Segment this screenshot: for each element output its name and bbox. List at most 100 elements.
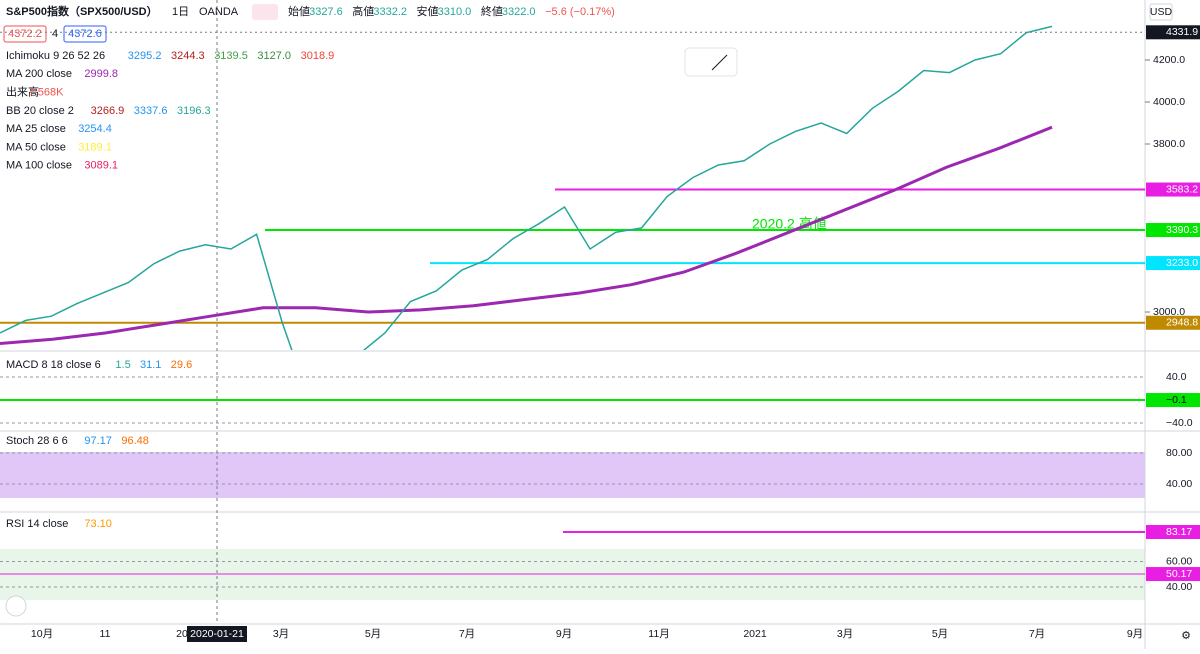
trend-tool-icon[interactable] (711, 54, 728, 71)
last-price-bg (1146, 25, 1200, 40)
indicator-value: 3266.9 (91, 105, 125, 117)
time-label: 11 (100, 628, 111, 640)
level-label-bg (1146, 567, 1200, 582)
indicator-value: 3189.1 (78, 141, 112, 153)
price-tick-label: 3800.0 (1153, 138, 1185, 150)
indicator-value: 3244.3 (171, 50, 205, 62)
annotation: 2020.2 高値 (752, 216, 827, 232)
time-label: 9月 (1127, 628, 1143, 640)
level-label-bg (1146, 223, 1200, 238)
level-label: 3390.3 (1166, 224, 1198, 236)
tick-label: −40.0 (1166, 417, 1193, 429)
source: OANDA (199, 6, 239, 18)
tick-label: 40.0 (1166, 371, 1187, 383)
level-label: 3583.2 (1166, 183, 1198, 195)
level-label: 3233.0 (1166, 257, 1198, 269)
ohlc-label: 高値 (352, 4, 374, 18)
indicator-value: 2999.8 (84, 68, 118, 80)
buy-box[interactable] (63, 25, 107, 43)
sell-box[interactable] (3, 25, 47, 43)
stoch-title: Stoch 28 6 6 (6, 435, 68, 447)
crosshair-label-bg (187, 626, 247, 642)
time-label: 5月 (932, 628, 948, 640)
last-price-label: 4331.9 (1166, 26, 1198, 38)
crosshair-label: 2020-01-21 (190, 628, 244, 640)
indicator-name: 出来高 (6, 85, 39, 99)
logo (5, 595, 27, 617)
indicator-name: BB 20 close 2 (6, 105, 74, 117)
time-label: 5月 (365, 628, 381, 640)
time-label: 3月 (273, 628, 289, 640)
level-label-bg (1146, 393, 1200, 408)
price-tick-label: 4000.0 (1153, 96, 1185, 108)
ohlc-value: 3310.0 (438, 6, 472, 18)
time-label: 9月 (556, 628, 572, 640)
level-label-bg (1146, 256, 1200, 271)
spread: 4 (52, 28, 58, 40)
macd-value: 29.6 (171, 359, 192, 371)
indicator-name: MA 100 close (6, 160, 72, 172)
tick-label: −0.1 (1166, 394, 1187, 406)
currency-button[interactable] (1149, 3, 1173, 21)
price-tick-label: 3000.0 (1153, 306, 1185, 318)
time-label: 3月 (837, 628, 853, 640)
ohlc-label: 始値 (288, 4, 310, 18)
tick-label: 83.17 (1166, 526, 1192, 538)
price-line (0, 25, 1053, 350)
ohlc-value: 3332.2 (373, 6, 407, 18)
time-label: 7月 (459, 628, 475, 640)
time-label: 20 (176, 628, 188, 640)
ohlc-label: 終値 (481, 4, 503, 18)
main-pane (0, 25, 1145, 350)
tick-label: 40.00 (1166, 581, 1192, 593)
indicator-name: MA 25 close (6, 123, 66, 135)
indicator-name: Ichimoku 9 26 52 26 (6, 50, 105, 62)
indicator-value: 3337.6 (134, 105, 168, 117)
interval[interactable]: 1日 (172, 6, 189, 18)
currency[interactable]: USD (1150, 6, 1173, 18)
indicator-value: 3089.1 (84, 160, 118, 172)
level-label-bg (1146, 525, 1200, 539)
stoch-band (0, 452, 1145, 498)
level-label-bg (1146, 182, 1200, 197)
symbol[interactable]: S&P500指数（SPX500/USD） (6, 4, 158, 18)
rsi-value: 73.10 (84, 518, 112, 530)
sell-price: 4372.2 (8, 28, 42, 40)
price-tick-label: 4200.0 (1153, 54, 1185, 66)
indicator-name: MA 200 close (6, 68, 72, 80)
indicator-value: 3295.2 (128, 50, 162, 62)
rsi-title: RSI 14 close (6, 518, 68, 530)
tick-label: 50.17 (1166, 568, 1192, 580)
indicator-value: 3127.0 (257, 50, 291, 62)
ohlc-label: 安値 (417, 4, 439, 18)
stoch-value: 97.17 (84, 435, 112, 447)
indicator-value: 3139.5 (214, 50, 248, 62)
time-label: 2021 (743, 628, 767, 640)
ohlc-value: 3327.6 (309, 6, 343, 18)
time-label: 11月 (648, 628, 669, 640)
indicator-value: 3018.9 (301, 50, 335, 62)
indicator-value: 3196.3 (177, 105, 211, 117)
level-label: 2948.8 (1166, 317, 1198, 329)
compare-button[interactable] (252, 4, 278, 20)
macd-value: 31.1 (140, 359, 161, 371)
level-label-bg (1146, 315, 1200, 330)
drawing-toolbar[interactable] (684, 47, 738, 77)
indicator-value: 3254.4 (78, 123, 112, 135)
tick-label: 80.00 (1166, 447, 1192, 459)
stoch-value: 96.48 (121, 435, 149, 447)
macd-title: MACD 8 18 close 6 (6, 359, 101, 371)
indicator-name: MA 50 close (6, 141, 66, 153)
tick-label: 40.00 (1166, 478, 1192, 490)
change: −5.6 (−0.17%) (545, 6, 615, 18)
macd-value: 1.5 (115, 359, 130, 371)
time-label: 10月 (31, 628, 53, 640)
indicator-value: 7.568K (29, 87, 65, 99)
ohlc-value: 3322.0 (502, 6, 536, 18)
tick-label: 60.00 (1166, 555, 1192, 567)
settings-icon[interactable]: ⚙ (1181, 630, 1191, 642)
buy-price: 4372.6 (68, 28, 102, 40)
